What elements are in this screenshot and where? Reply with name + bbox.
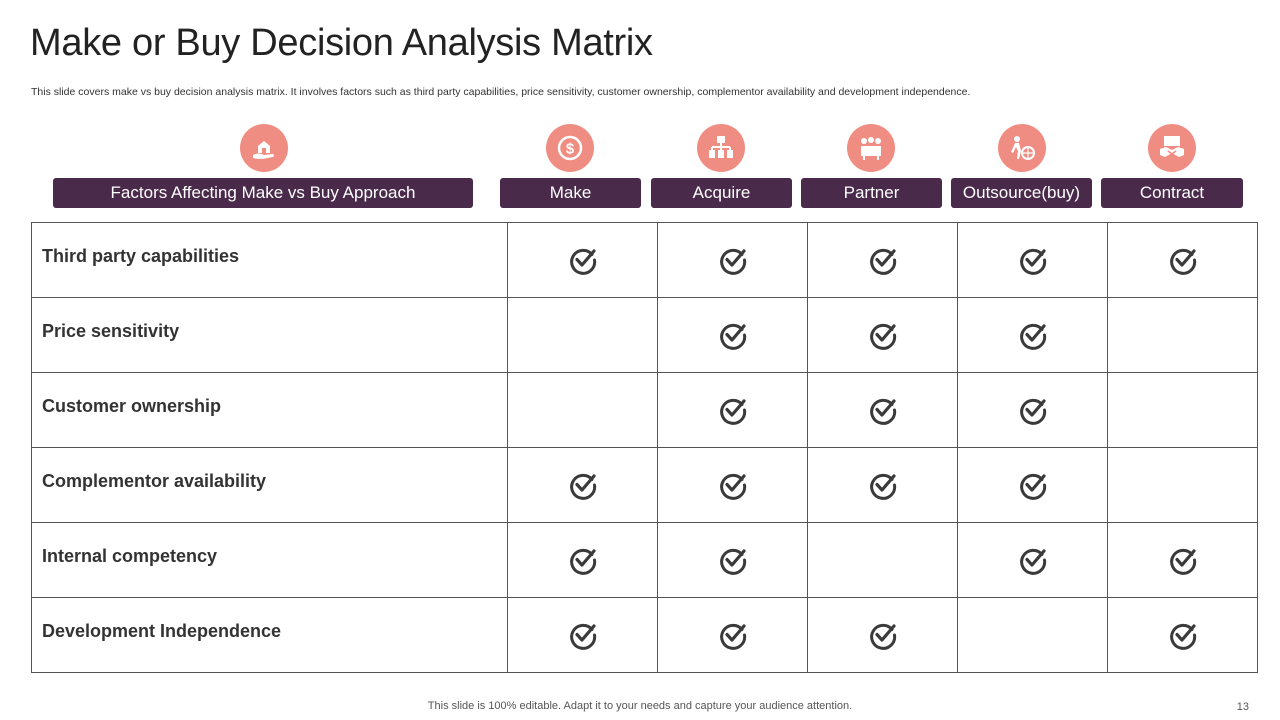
- check-circle-icon: [569, 473, 596, 500]
- table-row: Price sensitivity: [31, 297, 1258, 373]
- factor-label: Internal competency: [42, 545, 218, 566]
- matrix-cell: [507, 447, 658, 523]
- matrix-cell: [657, 597, 808, 673]
- check-circle-icon: [869, 323, 896, 350]
- check-circle-icon: [719, 473, 746, 500]
- matrix-cell: [1107, 372, 1258, 448]
- table-row: Customer ownership: [31, 372, 1258, 448]
- check-circle-icon: [1019, 473, 1046, 500]
- matrix-cell: [657, 222, 808, 298]
- check-circle-icon: [719, 323, 746, 350]
- matrix-cell: [957, 297, 1108, 373]
- check-circle-icon: [1019, 398, 1046, 425]
- factor-label: Third party capabilities: [42, 245, 240, 266]
- factor-label: Customer ownership: [42, 395, 222, 416]
- table-row: Internal competency: [31, 522, 1258, 598]
- matrix-cell: [807, 447, 958, 523]
- check-circle-icon: [719, 248, 746, 275]
- factor-cell: Internal competency: [31, 522, 508, 598]
- check-circle-icon: [869, 398, 896, 425]
- handshake-icon: [1148, 124, 1196, 172]
- matrix-cell: [507, 597, 658, 673]
- matrix-cell: [807, 597, 958, 673]
- header-outsource: Outsource(buy): [951, 178, 1092, 208]
- matrix-cell: [807, 372, 958, 448]
- factor-cell: Third party capabilities: [31, 222, 508, 298]
- table-row: Development Independence: [31, 597, 1258, 673]
- check-circle-icon: [569, 623, 596, 650]
- matrix-cell: [507, 222, 658, 298]
- matrix-cell: [657, 297, 808, 373]
- matrix-cell: [957, 597, 1108, 673]
- factor-cell: Price sensitivity: [31, 297, 508, 373]
- check-circle-icon: [569, 548, 596, 575]
- matrix-cell: [807, 522, 958, 598]
- check-circle-icon: [719, 623, 746, 650]
- check-circle-icon: [869, 248, 896, 275]
- check-circle-icon: [1019, 548, 1046, 575]
- header-contract: Contract: [1101, 178, 1243, 208]
- matrix-cell: [807, 297, 958, 373]
- dollar-coin-icon: $: [546, 124, 594, 172]
- check-circle-icon: [1169, 548, 1196, 575]
- matrix-cell: [657, 522, 808, 598]
- header-factors: Factors Affecting Make vs Buy Approach: [53, 178, 473, 208]
- check-circle-icon: [719, 398, 746, 425]
- check-circle-icon: [719, 548, 746, 575]
- matrix-cell: [1107, 597, 1258, 673]
- check-circle-icon: [869, 473, 896, 500]
- footer-note: This slide is 100% editable. Adapt it to…: [427, 700, 853, 712]
- header-acquire: Acquire: [651, 178, 792, 208]
- factor-label: Complementor availability: [42, 470, 267, 491]
- meeting-icon: [847, 124, 895, 172]
- matrix-cell: [1107, 222, 1258, 298]
- page-number: 13: [1236, 701, 1249, 713]
- matrix-cell: [507, 372, 658, 448]
- factor-cell: Development Independence: [31, 597, 508, 673]
- factor-cell: Complementor availability: [31, 447, 508, 523]
- factor-label: Development Independence: [42, 620, 282, 641]
- matrix-cell: [657, 447, 808, 523]
- decision-matrix: Third party capabilities Price sensitivit…: [31, 222, 1258, 673]
- check-circle-icon: [1169, 248, 1196, 275]
- check-circle-icon: [1169, 623, 1196, 650]
- page-subtitle: This slide covers make vs buy decision a…: [31, 86, 971, 98]
- matrix-cell: [507, 522, 658, 598]
- svg-text:$: $: [566, 141, 575, 158]
- check-circle-icon: [1019, 323, 1046, 350]
- worker-globe-icon: [998, 124, 1046, 172]
- header-make: Make: [500, 178, 641, 208]
- hierarchy-icon: [697, 124, 745, 172]
- check-circle-icon: [569, 248, 596, 275]
- factor-label: Price sensitivity: [42, 320, 180, 341]
- check-circle-icon: [869, 623, 896, 650]
- matrix-cell: [657, 372, 808, 448]
- matrix-cell: [957, 447, 1108, 523]
- matrix-cell: [1107, 447, 1258, 523]
- matrix-cell: [1107, 297, 1258, 373]
- hand-house-icon: [240, 124, 288, 172]
- matrix-cell: [507, 297, 658, 373]
- matrix-cell: [807, 222, 958, 298]
- matrix-cell: [957, 222, 1108, 298]
- factor-cell: Customer ownership: [31, 372, 508, 448]
- table-row: Complementor availability: [31, 447, 1258, 523]
- page-title: Make or Buy Decision Analysis Matrix: [30, 22, 653, 64]
- matrix-cell: [957, 372, 1108, 448]
- header-partner: Partner: [801, 178, 942, 208]
- check-circle-icon: [1019, 248, 1046, 275]
- table-row: Third party capabilities: [31, 222, 1258, 298]
- matrix-cell: [957, 522, 1108, 598]
- matrix-cell: [1107, 522, 1258, 598]
